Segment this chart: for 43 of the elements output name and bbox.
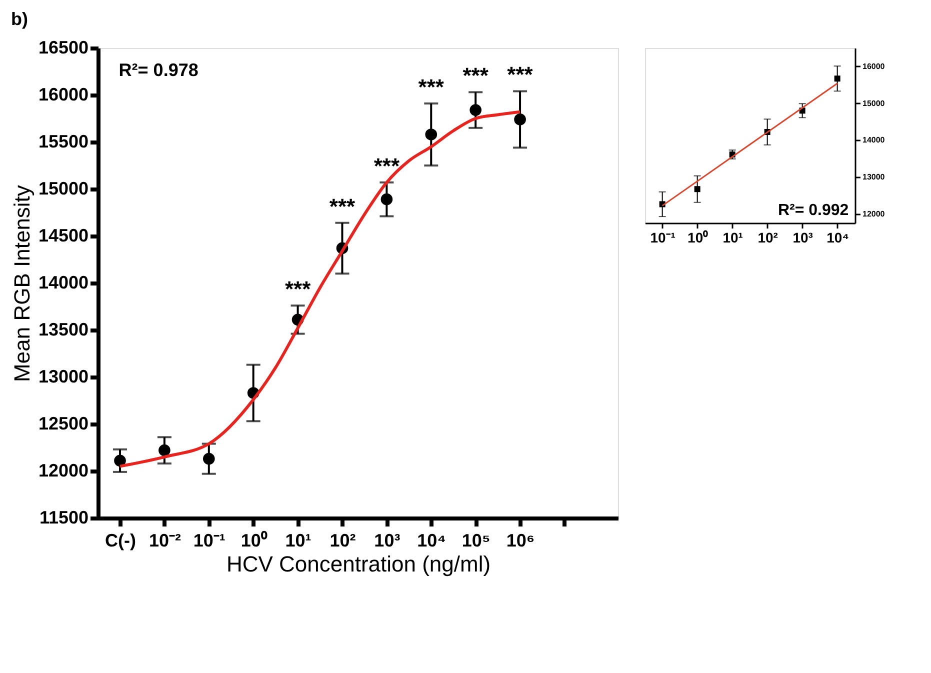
y-tick-label: 12500	[38, 414, 88, 434]
y-tick-label: 16000	[38, 84, 88, 104]
chart-title: b)	[10, 9, 28, 29]
annotation: ***	[462, 63, 489, 88]
y-tick-label: 13500	[38, 320, 88, 340]
y-axis-title: Mean RGB Intensity	[9, 185, 34, 382]
annotation: ***	[329, 194, 356, 219]
x-tick-label: 10⁻¹	[650, 230, 676, 246]
y-tick-label: 15500	[38, 132, 88, 152]
x-tick-label: 10¹	[722, 230, 744, 246]
x-tick-label: 10⁰	[240, 530, 268, 550]
x-tick-label: 10²	[330, 530, 356, 550]
x-tick-label: 10⁴	[826, 230, 850, 246]
x-tick-label: 10⁴	[417, 530, 446, 550]
y2-tick-label: 12000	[862, 209, 886, 218]
x-tick-label: 10¹	[285, 530, 312, 550]
y-tick-label: 15000	[38, 178, 88, 198]
x-tick-label: 10³	[792, 230, 814, 246]
y-tick-label: 14500	[38, 226, 88, 246]
y2-tick-label: 13000	[862, 172, 886, 182]
annotation: ***	[507, 62, 534, 88]
y-tick-label: 16500	[38, 38, 88, 58]
annotation: ***	[418, 74, 444, 100]
x-tick-label: 10²	[758, 230, 778, 246]
x-tick-label: C(-)	[105, 530, 136, 550]
x-tick-label: 10⁻¹	[193, 530, 226, 550]
x-tick-label: 10⁻²	[148, 530, 181, 550]
annotation: ***	[284, 276, 312, 302]
annotation: R²= 0.978	[118, 60, 198, 80]
y2-tick-label: 15000	[862, 98, 886, 108]
annotation: ***	[374, 153, 400, 178]
y2-tick-label: 16000	[862, 62, 886, 71]
y-tick-label: 13000	[38, 366, 88, 386]
y2-tick-label: 14000	[862, 136, 886, 145]
x-axis-title: HCV Concentration (ng/ml)	[226, 552, 491, 576]
x-tick-label: 10⁶	[506, 530, 535, 550]
y-tick-label: 14000	[38, 272, 88, 292]
y-tick-label: 12000	[38, 460, 88, 480]
y-tick-label: 11500	[39, 508, 88, 528]
x-tick-label: 10⁰	[688, 230, 708, 246]
x-tick-label: 10³	[374, 530, 400, 550]
annotation: R²= 0.992	[778, 202, 849, 219]
x-tick-label: 10⁵	[462, 530, 490, 550]
